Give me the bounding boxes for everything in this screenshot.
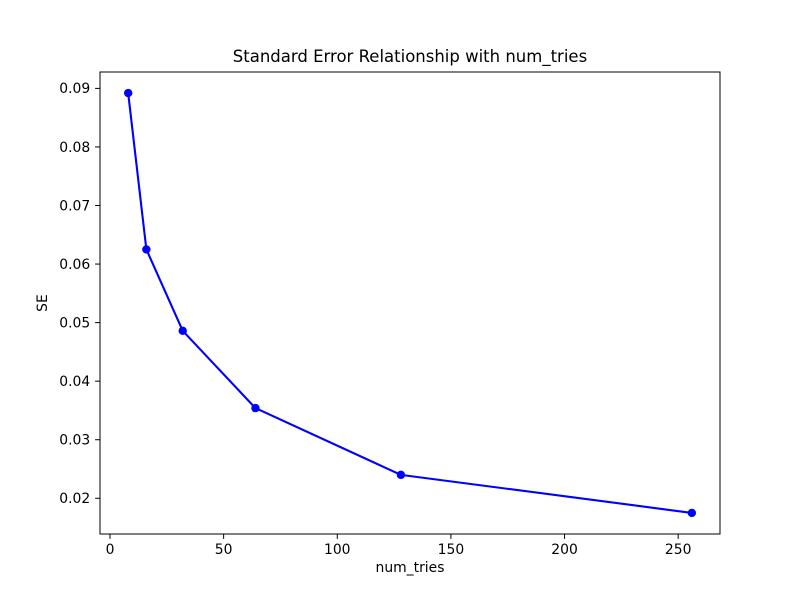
data-point (687, 508, 697, 518)
x-tick-label: 0 (106, 542, 115, 558)
x-tick-label: 250 (665, 542, 692, 558)
x-tick-label: 200 (551, 542, 578, 558)
y-tick-label: 0.02 (59, 491, 90, 507)
chart-title: Standard Error Relationship with num_tri… (233, 47, 587, 67)
data-point (251, 403, 260, 413)
data-line (127, 92, 693, 514)
x-tick-label: 50 (215, 542, 233, 558)
y-tick-label: 0.03 (59, 433, 90, 449)
data-point (123, 88, 133, 98)
y-tick-label: 0.06 (59, 257, 90, 273)
x-axis-label: num_tries (376, 560, 445, 576)
data-point (396, 470, 406, 480)
y-tick-label: 0.07 (59, 198, 90, 214)
y-tick-label: 0.08 (59, 140, 90, 156)
y-tick-label: 0.04 (59, 374, 90, 390)
x-tick-label: 100 (324, 542, 351, 558)
data-point (142, 245, 151, 254)
data-point (178, 326, 187, 336)
y-tick-label: 0.05 (59, 315, 90, 331)
y-axis-label: SE (35, 294, 51, 312)
plot-area: 0 50 100 150 200 250 0.02 0.03 0.04 0.05 0.06 0.07 0… (59, 71, 721, 558)
x-tick-label: 150 (438, 542, 465, 558)
axes-spines (99, 71, 721, 535)
y-tick-label: 0.09 (59, 81, 90, 97)
